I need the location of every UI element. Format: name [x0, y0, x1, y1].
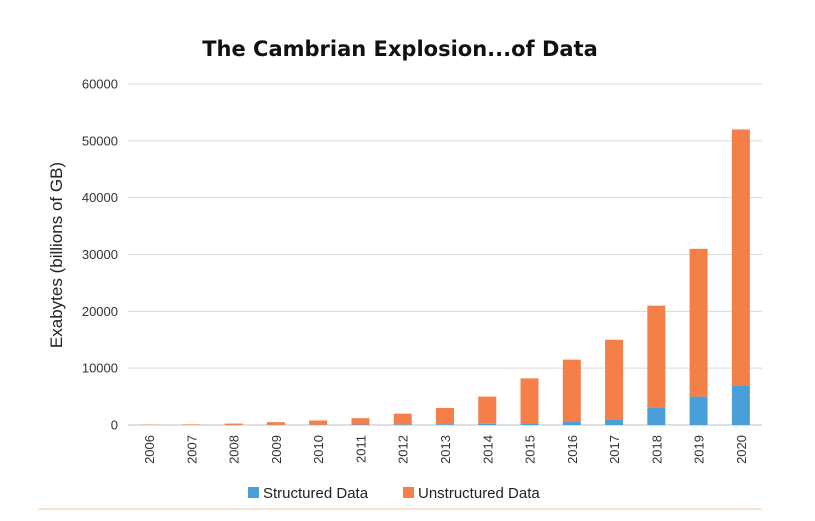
- x-tick-label: 2011: [353, 435, 368, 463]
- x-tick-label: 2008: [227, 435, 242, 464]
- y-tick-label: 50000: [82, 133, 118, 148]
- legend-swatch-structured: [248, 487, 259, 498]
- bar-structured-2016: [562, 421, 581, 425]
- bar-unstructured-2019: [689, 248, 708, 397]
- bars: [140, 129, 750, 425]
- bar-unstructured-2013: [436, 407, 454, 425]
- x-tick-label: 2014: [480, 435, 495, 464]
- bar-structured-2018: [647, 407, 666, 425]
- bar-structured-2015: [520, 423, 539, 425]
- x-tick-label: 2019: [692, 435, 707, 464]
- legend-label-structured: Structured Data: [263, 485, 369, 502]
- x-tick-label: 2017: [607, 435, 622, 464]
- bar-structured-2020: [731, 385, 750, 425]
- x-tick-label: 2020: [734, 435, 749, 464]
- bar-unstructured-2012: [393, 413, 412, 425]
- bar-unstructured-2007: [182, 424, 201, 425]
- bar-unstructured-2018: [647, 305, 666, 408]
- bar-structured-2012: [393, 424, 412, 425]
- y-axis-ticks: 60000 50000 40000 30000 20000 10000 0: [82, 77, 118, 433]
- y-tick-label: 0: [111, 418, 118, 433]
- x-tick-label: 2012: [396, 435, 411, 464]
- y-tick-label: 10000: [82, 361, 118, 376]
- x-tick-label: 2010: [311, 435, 326, 464]
- y-tick-label: 60000: [82, 77, 118, 92]
- bar-unstructured-2008: [224, 423, 243, 425]
- bar-unstructured-2014: [478, 396, 497, 424]
- x-tick-label: 2009: [269, 435, 284, 464]
- x-tick-label: 2007: [184, 435, 199, 464]
- bar-unstructured-2015: [520, 378, 539, 424]
- legend: Structured Data Unstructured Data: [248, 485, 540, 502]
- x-tick-label: 2015: [523, 435, 538, 464]
- bar-structured-2014: [478, 423, 497, 425]
- y-tick-label: 40000: [82, 190, 118, 205]
- legend-swatch-unstructured: [403, 487, 414, 498]
- bar-unstructured-2017: [605, 339, 624, 420]
- bar-structured-2017: [605, 419, 624, 425]
- x-tick-label: 2006: [142, 435, 157, 464]
- x-tick-label: 2018: [649, 435, 664, 464]
- bar-unstructured-2011: [351, 418, 370, 425]
- bar-structured-2019: [689, 396, 708, 425]
- bar-unstructured-2010: [309, 420, 328, 425]
- bar-structured-2013: [436, 424, 454, 425]
- y-tick-label: 30000: [82, 247, 118, 262]
- legend-label-unstructured: Unstructured Data: [418, 485, 540, 502]
- x-axis-ticks: 2006 2007 2008 2009 2010 2011 2012 2013 2014 2015…: [142, 435, 749, 464]
- chart-title: The Cambrian Explosion...of Data: [202, 37, 598, 61]
- bar-unstructured-2016: [562, 359, 581, 422]
- bar-unstructured-2020: [731, 129, 750, 386]
- gridlines: [128, 83, 762, 426]
- y-axis-label: Exabytes (billions of GB): [47, 162, 66, 348]
- x-tick-label: 2016: [565, 435, 580, 464]
- y-tick-label: 20000: [82, 304, 118, 319]
- bar-unstructured-2009: [266, 422, 285, 425]
- x-tick-label: 2013: [438, 435, 453, 464]
